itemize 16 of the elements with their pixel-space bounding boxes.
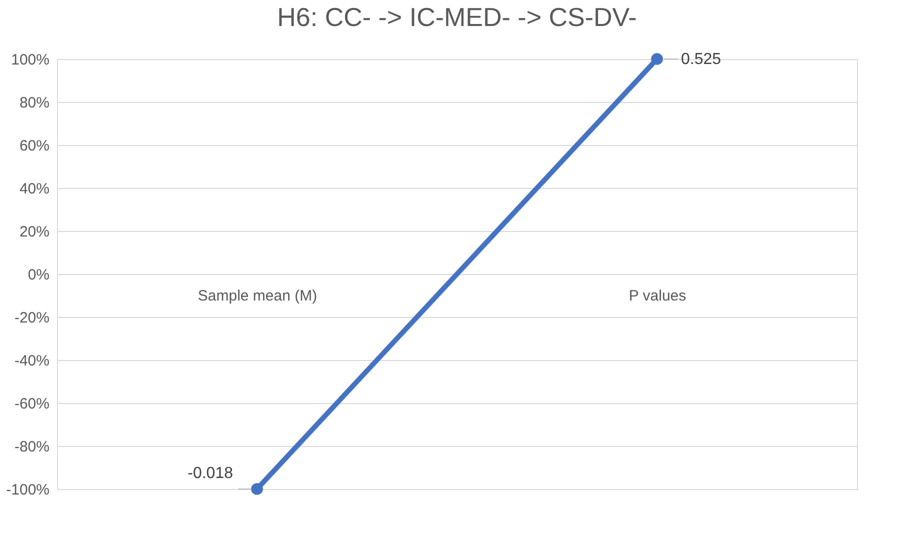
y-tick-label: -100% [6,482,50,498]
y-tick-label: -80% [14,438,50,456]
y-tick-label: 60% [19,138,50,154]
annotation: -0.018 [188,465,234,482]
x-tick-label: Sample mean (M) [198,288,318,304]
y-tick-label: -60% [14,396,50,412]
chart-title: H6: CC- -> IC-MED- -> CS-DV- [277,2,637,32]
y-tick-label: -40% [14,352,50,370]
y-tick-label: -20% [14,310,50,326]
annotation: 0.525 [681,51,722,68]
x-tick-label: P values [628,288,686,304]
y-tick-label: 80% [19,94,50,112]
y-tick-label: 20% [19,224,50,240]
y-tick-label: 100% [11,52,50,68]
y-tick-label: 40% [19,180,50,198]
y-tick-label: 0% [28,266,50,284]
